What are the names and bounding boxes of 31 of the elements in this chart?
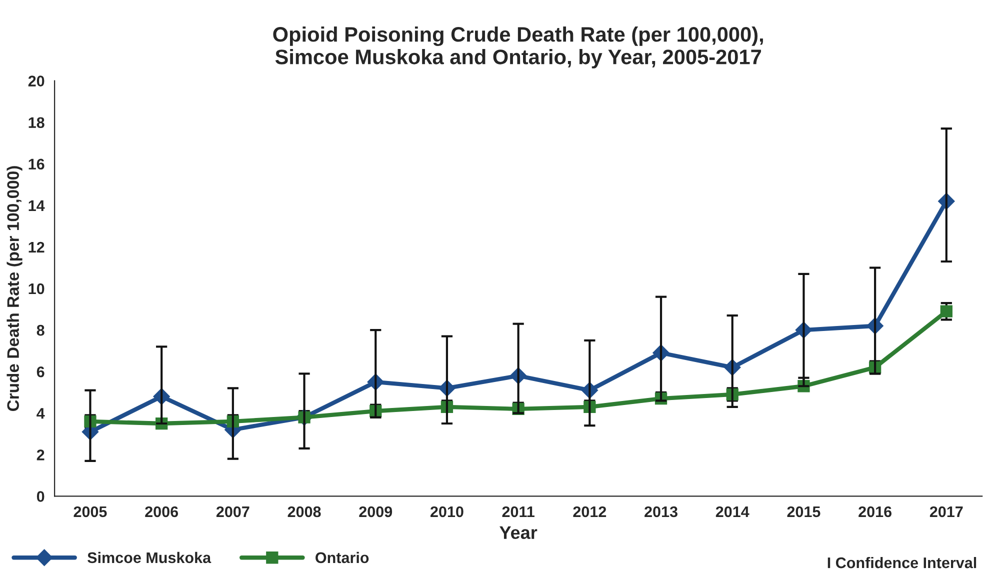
x-tick-label: 2006 [145, 506, 178, 518]
x-tick-label: 2016 [858, 506, 892, 518]
x-tick-label: 2015 [787, 506, 820, 518]
legend-label: Simcoe Muskoka [88, 552, 212, 564]
y-tick-label: 12 [28, 242, 44, 252]
x-tick-label: 2008 [288, 506, 321, 518]
x-tick-label: 2011 [502, 506, 534, 518]
x-tick-label: 2007 [216, 506, 250, 518]
x-tick-label: 2013 [644, 506, 678, 518]
text: I Confidence Interval [828, 556, 976, 568]
y-tick-label: 20 [28, 76, 44, 86]
point [940, 305, 952, 318]
x-tick-label: 2010 [430, 506, 464, 518]
legend-label: Ontario [316, 552, 369, 564]
y-tick-label: 18 [28, 117, 44, 128]
y-tick-label: 0 [36, 491, 44, 502]
y-tick-label: 8 [36, 324, 44, 336]
x-tick-label: 2017 [930, 506, 963, 518]
y-tick-label: 6 [36, 366, 44, 378]
y-tick-label: 4 [36, 408, 45, 419]
x-tick-label: 2009 [359, 506, 392, 518]
x-tick-label: 2005 [74, 506, 107, 518]
y-tick-label: 2 [36, 450, 44, 460]
y-tick-label: 14 [28, 200, 45, 211]
y-axis-title: Crude Death Rate (per 100,000) [6, 166, 22, 411]
x-axis-title: Year [500, 526, 538, 539]
x-tick-label: 2012 [573, 506, 606, 518]
chart-title: Opioid Poisoning Crude Death Rate (per 100,000), Simcoe Muskoka and Ontario, by Year, 2005-2017 [273, 26, 763, 68]
y-tick-label: 10 [28, 283, 44, 294]
y-tick-label: 16 [28, 158, 44, 170]
x-tick-label: 2014 [716, 506, 750, 518]
